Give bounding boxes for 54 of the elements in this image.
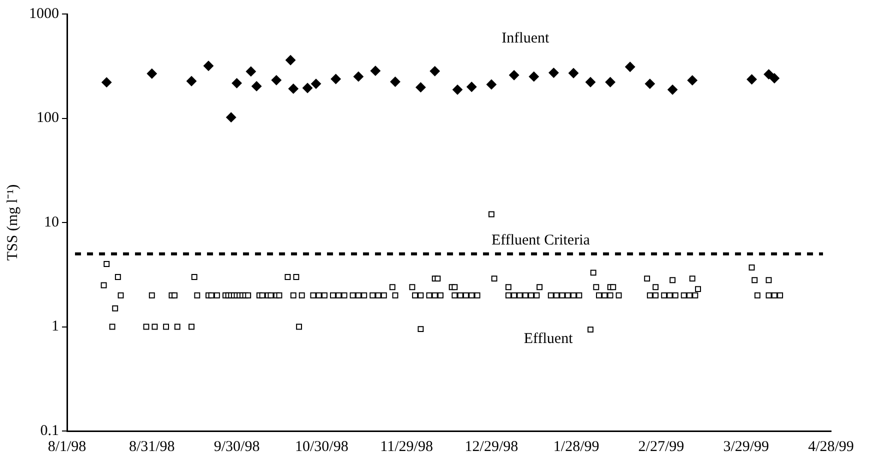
point <box>390 76 400 87</box>
y-tick-label: 100 <box>36 110 59 126</box>
x-tick-label: 1/28/99 <box>553 438 600 455</box>
point <box>353 72 364 82</box>
point <box>746 74 757 84</box>
point <box>203 60 214 71</box>
point <box>430 66 440 76</box>
y-tick-label: 1000 <box>29 6 59 22</box>
point <box>585 77 596 88</box>
point <box>528 72 539 82</box>
point <box>271 75 282 86</box>
point <box>644 78 655 89</box>
point <box>452 84 462 95</box>
point <box>769 73 780 84</box>
y-tick-label: 0.1 <box>40 422 59 439</box>
x-tick-label: 2/27/99 <box>638 438 684 455</box>
point <box>687 75 698 86</box>
point <box>252 81 262 92</box>
x-tick-label: 9/30/98 <box>214 438 260 455</box>
point <box>330 74 341 84</box>
x-tick-label: 8/1/98 <box>48 438 86 455</box>
point <box>605 77 616 88</box>
x-tick-label: 8/31/98 <box>128 438 175 455</box>
x-tick-label: 12/29/98 <box>464 438 518 455</box>
point <box>486 79 496 90</box>
point <box>288 84 298 94</box>
point <box>370 66 380 76</box>
ref-line-label: Effluent Criteria <box>491 232 590 248</box>
point <box>625 62 636 72</box>
point <box>102 77 112 88</box>
point <box>146 68 157 79</box>
point <box>466 82 477 92</box>
y-tick-label: 10 <box>44 214 59 230</box>
series-label: Effluent <box>524 330 574 347</box>
point <box>548 68 559 78</box>
point <box>311 78 322 89</box>
x-tick-label: 4/28/99 <box>808 438 854 455</box>
point <box>764 69 774 80</box>
point <box>286 55 296 66</box>
point <box>668 84 678 95</box>
x-tick-label: 10/30/98 <box>294 438 348 455</box>
point <box>302 83 313 94</box>
y-tick-label: 1 <box>52 318 59 335</box>
point <box>568 68 579 78</box>
point <box>232 78 242 88</box>
point <box>246 66 256 76</box>
point <box>186 76 197 86</box>
series-label: Influent <box>502 30 550 47</box>
x-tick-label: 3/29/99 <box>723 438 770 455</box>
y-axis-title: TSS (mg l⁻¹) <box>4 184 21 261</box>
point <box>226 112 236 122</box>
x-tick-label: 11/29/98 <box>380 438 433 455</box>
point <box>509 70 520 80</box>
point <box>416 82 426 92</box>
